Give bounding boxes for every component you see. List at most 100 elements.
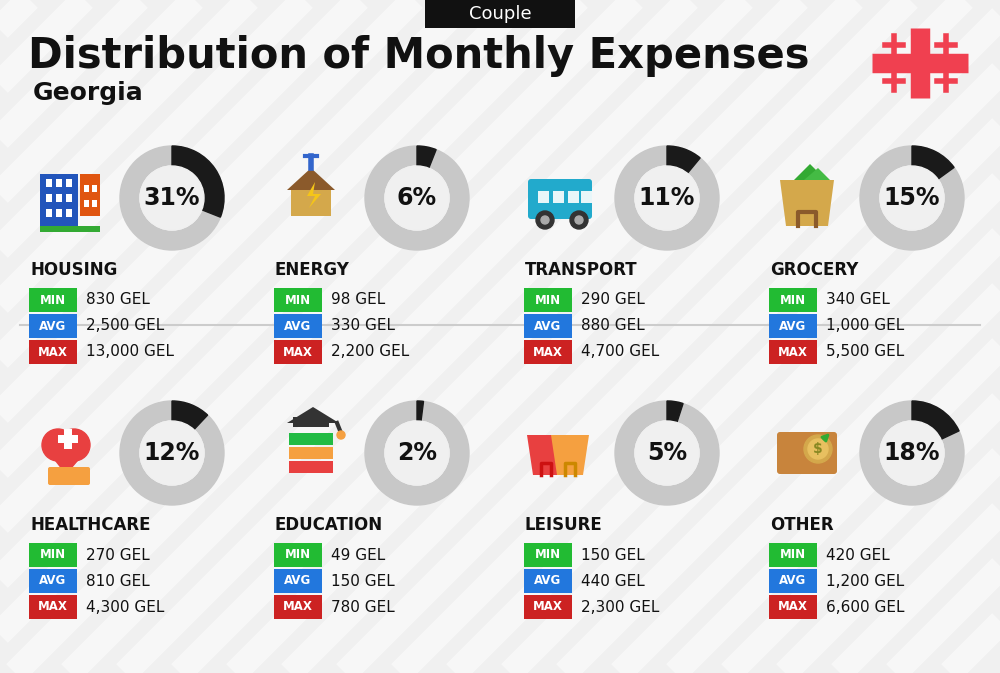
Text: MIN: MIN [780, 548, 806, 561]
Polygon shape [780, 180, 834, 226]
Text: LEISURE: LEISURE [525, 516, 603, 534]
FancyBboxPatch shape [274, 569, 322, 593]
FancyBboxPatch shape [56, 179, 62, 187]
Text: EDUCATION: EDUCATION [275, 516, 383, 534]
Wedge shape [172, 401, 208, 453]
Circle shape [880, 421, 944, 485]
Polygon shape [287, 407, 339, 423]
Text: MAX: MAX [778, 345, 808, 359]
FancyBboxPatch shape [769, 543, 817, 567]
FancyBboxPatch shape [777, 432, 837, 474]
FancyBboxPatch shape [553, 191, 564, 203]
Text: MAX: MAX [38, 600, 68, 614]
Text: HEALTHCARE: HEALTHCARE [30, 516, 150, 534]
Text: 2,300 GEL: 2,300 GEL [581, 600, 659, 614]
Wedge shape [912, 401, 959, 453]
Text: 880 GEL: 880 GEL [581, 318, 645, 334]
Text: 270 GEL: 270 GEL [86, 548, 150, 563]
FancyBboxPatch shape [528, 179, 592, 219]
Wedge shape [172, 146, 224, 217]
FancyBboxPatch shape [568, 191, 579, 203]
FancyBboxPatch shape [66, 194, 72, 202]
Text: MIN: MIN [285, 548, 311, 561]
Text: MAX: MAX [38, 345, 68, 359]
Text: 340 GEL: 340 GEL [826, 293, 890, 308]
Text: 1,000 GEL: 1,000 GEL [826, 318, 904, 334]
FancyBboxPatch shape [274, 314, 322, 338]
Text: 98 GEL: 98 GEL [331, 293, 385, 308]
Wedge shape [417, 146, 436, 198]
Text: MAX: MAX [283, 600, 313, 614]
Text: 2,500 GEL: 2,500 GEL [86, 318, 164, 334]
FancyBboxPatch shape [29, 314, 77, 338]
FancyBboxPatch shape [274, 543, 322, 567]
Text: AVG: AVG [39, 320, 67, 332]
FancyBboxPatch shape [64, 429, 72, 449]
Circle shape [120, 146, 224, 250]
Circle shape [140, 166, 204, 230]
Circle shape [140, 166, 204, 230]
Text: $: $ [813, 442, 823, 456]
Polygon shape [291, 190, 331, 216]
FancyBboxPatch shape [29, 595, 77, 619]
Text: 31%: 31% [144, 186, 200, 210]
Polygon shape [804, 168, 830, 180]
Text: 780 GEL: 780 GEL [331, 600, 395, 614]
FancyBboxPatch shape [524, 340, 572, 364]
Text: MAX: MAX [778, 600, 808, 614]
Polygon shape [794, 164, 826, 180]
FancyBboxPatch shape [66, 209, 72, 217]
FancyBboxPatch shape [40, 226, 100, 232]
Text: MIN: MIN [40, 548, 66, 561]
Polygon shape [307, 182, 321, 208]
FancyBboxPatch shape [293, 417, 329, 427]
FancyBboxPatch shape [289, 433, 333, 445]
FancyBboxPatch shape [40, 174, 78, 228]
FancyBboxPatch shape [46, 194, 52, 202]
Text: 12%: 12% [144, 441, 200, 465]
Wedge shape [667, 146, 700, 198]
Text: AVG: AVG [779, 320, 807, 332]
Circle shape [365, 146, 469, 250]
Text: 5%: 5% [647, 441, 687, 465]
Text: 5,500 GEL: 5,500 GEL [826, 345, 904, 359]
Text: 13,000 GEL: 13,000 GEL [86, 345, 174, 359]
FancyBboxPatch shape [769, 340, 817, 364]
FancyBboxPatch shape [29, 543, 77, 567]
FancyBboxPatch shape [524, 595, 572, 619]
Text: 6%: 6% [397, 186, 437, 210]
Text: 4,300 GEL: 4,300 GEL [86, 600, 164, 614]
Circle shape [570, 211, 588, 229]
Text: TRANSPORT: TRANSPORT [525, 261, 638, 279]
Polygon shape [551, 435, 589, 475]
Wedge shape [667, 401, 683, 453]
Text: AVG: AVG [779, 575, 807, 588]
Text: 49 GEL: 49 GEL [331, 548, 385, 563]
Circle shape [615, 146, 719, 250]
Circle shape [541, 216, 549, 224]
FancyBboxPatch shape [48, 467, 90, 485]
FancyBboxPatch shape [274, 288, 322, 312]
Text: OTHER: OTHER [770, 516, 834, 534]
Circle shape [880, 421, 944, 485]
Circle shape [808, 439, 828, 459]
Text: ENERGY: ENERGY [275, 261, 350, 279]
FancyBboxPatch shape [769, 314, 817, 338]
Circle shape [615, 401, 719, 505]
Text: Distribution of Monthly Expenses: Distribution of Monthly Expenses [28, 35, 810, 77]
Text: 440 GEL: 440 GEL [581, 573, 645, 588]
FancyBboxPatch shape [274, 340, 322, 364]
FancyBboxPatch shape [769, 288, 817, 312]
Circle shape [860, 401, 964, 505]
Circle shape [860, 146, 964, 250]
Text: 2,200 GEL: 2,200 GEL [331, 345, 409, 359]
Circle shape [804, 435, 832, 463]
Text: 6,600 GEL: 6,600 GEL [826, 600, 904, 614]
FancyBboxPatch shape [80, 174, 100, 216]
Polygon shape [44, 447, 90, 475]
Circle shape [120, 401, 224, 505]
FancyBboxPatch shape [84, 200, 89, 207]
Text: 4,700 GEL: 4,700 GEL [581, 345, 659, 359]
Circle shape [880, 166, 944, 230]
Text: Georgia: Georgia [33, 81, 144, 105]
